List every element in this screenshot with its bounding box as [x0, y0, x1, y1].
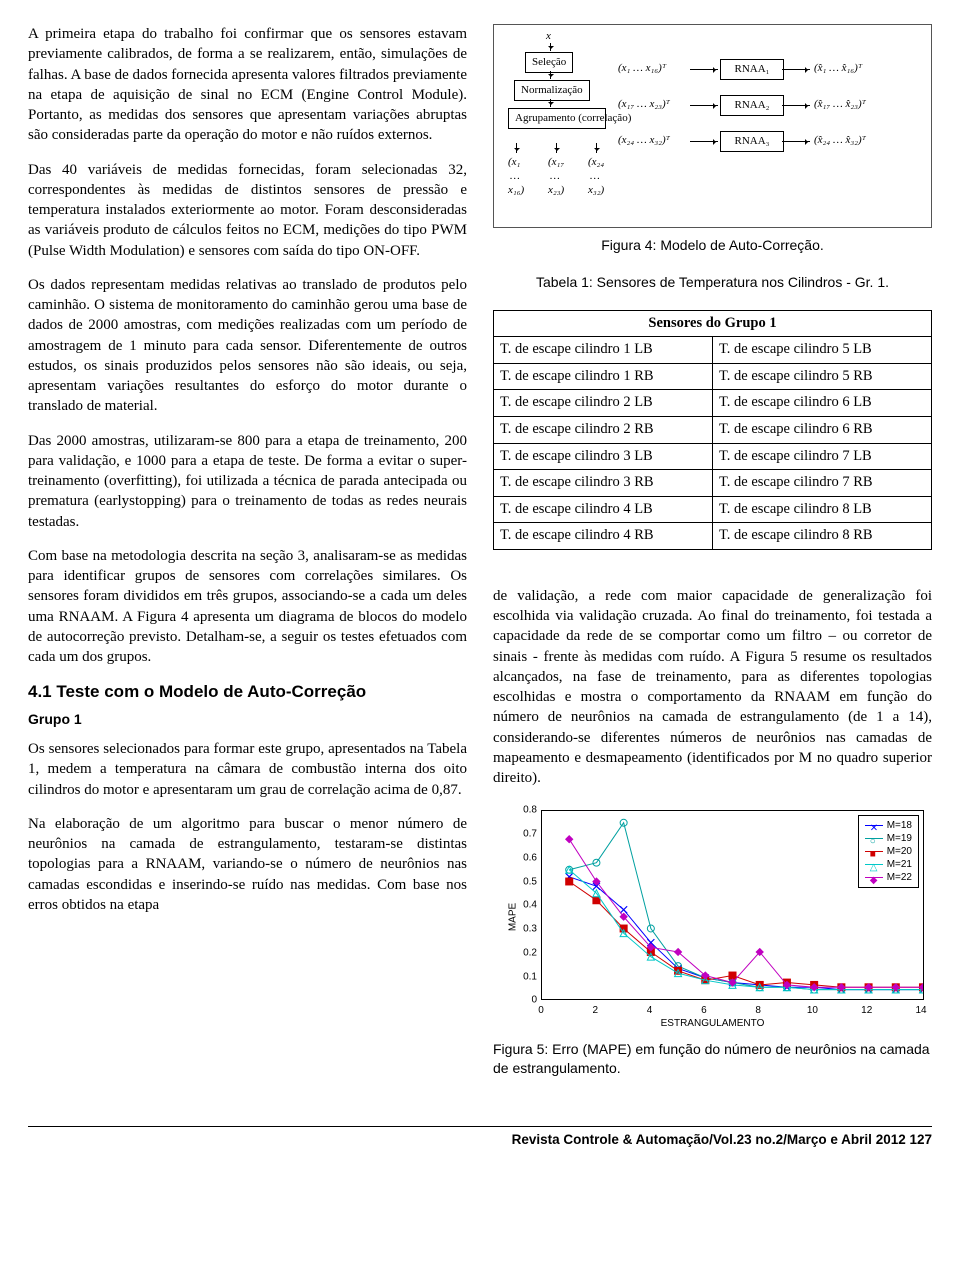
table-1-header: Sensores do Grupo 1 — [494, 310, 932, 337]
x-tick: 6 — [701, 1004, 707, 1018]
table-cell: T. de escape cilindro 8 RB — [713, 523, 932, 550]
y-tick: 0.5 — [523, 875, 537, 889]
para-1: A primeira etapa do trabalho foi confirm… — [28, 24, 467, 146]
table-cell: T. de escape cilindro 7 RB — [713, 470, 932, 497]
legend-item: ■M=20 — [865, 845, 912, 858]
flow-label: (x₂₄ … x₃₂)ᵀ — [618, 133, 670, 148]
flow-node: RNAA₂ — [720, 95, 784, 116]
x-tick: 10 — [807, 1004, 818, 1018]
table-cell: T. de escape cilindro 8 LB — [713, 496, 932, 523]
legend-item: ◆M=22 — [865, 871, 912, 884]
flow-label: (x₁₇ — [548, 155, 564, 170]
table-cell: T. de escape cilindro 2 LB — [494, 390, 713, 417]
section-4-1: 4.1 Teste com o Modelo de Auto-Correção — [28, 681, 467, 704]
flow-node: Normalização — [514, 80, 590, 101]
table-row: T. de escape cilindro 3 LBT. de escape c… — [494, 443, 932, 470]
right-column: x Seleção Normalização Agrupamento (correla… — [493, 24, 932, 1096]
table-cell: T. de escape cilindro 1 RB — [494, 363, 713, 390]
table-1: Sensores do Grupo 1 T. de escape cilindr… — [493, 310, 932, 550]
table-row: T. de escape cilindro 4 RBT. de escape c… — [494, 523, 932, 550]
flow-label: x — [546, 29, 551, 44]
chart-legend: ✕M=18○M=19■M=20△M=21◆M=22 — [858, 815, 919, 888]
y-tick: 0.4 — [523, 899, 537, 913]
table-row: T. de escape cilindro 1 RBT. de escape c… — [494, 363, 932, 390]
y-tick: 0.2 — [523, 946, 537, 960]
table-cell: T. de escape cilindro 4 LB — [494, 496, 713, 523]
y-tick: 0.1 — [523, 970, 537, 984]
flow-label: … — [590, 169, 600, 184]
flow-label: … — [510, 169, 520, 184]
flow-node: RNAA₁ — [720, 59, 784, 80]
left-column: A primeira etapa do trabalho foi confirm… — [28, 24, 467, 1096]
para-6: Os sensores selecionados para formar est… — [28, 739, 467, 800]
y-tick: 0.8 — [523, 804, 537, 818]
chart-ylabel: MAPE — [506, 903, 520, 931]
table-row: T. de escape cilindro 2 RBT. de escape c… — [494, 417, 932, 444]
table-cell: T. de escape cilindro 6 RB — [713, 417, 932, 444]
para-4: Das 2000 amostras, utilizaram-se 800 par… — [28, 431, 467, 532]
x-tick: 2 — [593, 1004, 599, 1018]
table-row: T. de escape cilindro 1 LBT. de escape c… — [494, 337, 932, 364]
para-5: Com base na metodologia descrita na seçã… — [28, 546, 467, 668]
figure-5: MAPE ESTRANGULAMENTO ✕M=18○M=19■M=20△M=2… — [493, 802, 932, 1032]
y-tick: 0.7 — [523, 827, 537, 841]
para-2: Das 40 variáveis de medidas fornecidas, … — [28, 160, 467, 261]
flow-label: (x₂₄ — [588, 155, 604, 170]
flow-node: Agrupamento (correlação) — [508, 108, 606, 129]
table-cell: T. de escape cilindro 5 RB — [713, 363, 932, 390]
figure-4: x Seleção Normalização Agrupamento (correla… — [493, 24, 932, 228]
table-row: T. de escape cilindro 2 LBT. de escape c… — [494, 390, 932, 417]
table-row: T. de escape cilindro 3 RBT. de escape c… — [494, 470, 932, 497]
flow-label: (x₁₇ … x₂₃)ᵀ — [618, 97, 670, 112]
legend-item: ✕M=18 — [865, 819, 912, 832]
table-cell: T. de escape cilindro 3 RB — [494, 470, 713, 497]
table-cell: T. de escape cilindro 5 LB — [713, 337, 932, 364]
table-cell: T. de escape cilindro 7 LB — [713, 443, 932, 470]
legend-item: ○M=19 — [865, 832, 912, 845]
chart-xlabel: ESTRANGULAMENTO — [661, 1017, 765, 1031]
subhead-grupo1: Grupo 1 — [28, 710, 467, 729]
para-7: Na elaboração de um algoritmo para busca… — [28, 814, 467, 915]
table-cell: T. de escape cilindro 2 RB — [494, 417, 713, 444]
flow-label: (x₁ … x₁₆)ᵀ — [618, 61, 666, 76]
table-row: T. de escape cilindro 4 LBT. de escape c… — [494, 496, 932, 523]
figure-5-caption: Figura 5: Erro (MAPE) em função do númer… — [493, 1040, 932, 1078]
flow-node: RNAA₃ — [720, 131, 784, 152]
para-3: Os dados representam medidas relativas a… — [28, 275, 467, 417]
flow-label: (x₁ — [508, 155, 520, 170]
right-para-1: de validação, a rede com maior capacidad… — [493, 586, 932, 789]
x-tick: 14 — [915, 1004, 926, 1018]
flow-label: … — [550, 169, 560, 184]
y-tick: 0.6 — [523, 851, 537, 865]
page-footer: Revista Controle & Automação/Vol.23 no.2… — [28, 1126, 932, 1149]
x-tick: 0 — [538, 1004, 544, 1018]
y-tick: 0.3 — [523, 922, 537, 936]
table-cell: T. de escape cilindro 1 LB — [494, 337, 713, 364]
legend-item: △M=21 — [865, 858, 912, 871]
figure-4-caption: Figura 4: Modelo de Auto-Correção. — [493, 236, 932, 255]
flow-label: (x̂₁ … x̂₁₆)ᵀ — [814, 61, 862, 76]
table-cell: T. de escape cilindro 4 RB — [494, 523, 713, 550]
flow-label: (x̂₂₄ … x̂₃₂)ᵀ — [814, 133, 866, 148]
table-1-caption: Tabela 1: Sensores de Temperatura nos Ci… — [493, 273, 932, 292]
table-cell: T. de escape cilindro 3 LB — [494, 443, 713, 470]
flow-node: Seleção — [525, 52, 573, 73]
y-tick: 0 — [531, 994, 537, 1008]
flow-label: x₂₃) — [548, 183, 564, 198]
flow-label: x₁₆) — [508, 183, 524, 198]
x-tick: 8 — [755, 1004, 761, 1018]
x-tick: 4 — [647, 1004, 653, 1018]
table-cell: T. de escape cilindro 6 LB — [713, 390, 932, 417]
x-tick: 12 — [861, 1004, 872, 1018]
flow-label: (x̂₁₇ … x̂₂₃)ᵀ — [814, 97, 866, 112]
flow-label: x₃₂) — [588, 183, 604, 198]
